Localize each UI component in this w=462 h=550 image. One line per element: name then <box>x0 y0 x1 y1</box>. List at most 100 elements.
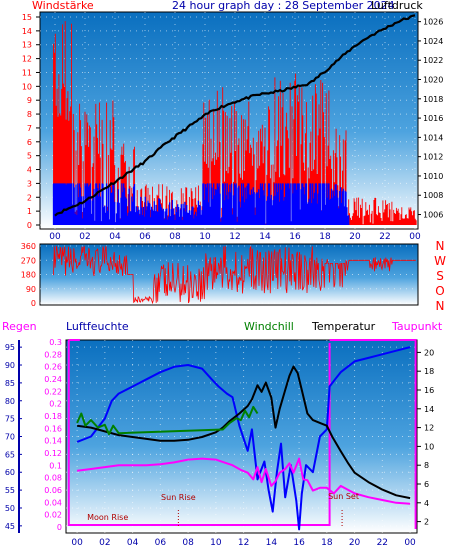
pressure-y-axis: 1006 1008 1010 1012 1014 1016 1018 1020 1022 1024… <box>418 18 443 220</box>
rain-tick-label: 0.12 <box>44 449 62 458</box>
pressure-tick-label: 1022 <box>423 56 443 65</box>
wind-tick-label: 2 <box>27 193 32 202</box>
direction-tick-label: 360 <box>21 242 36 251</box>
hour-tick-label: 08 <box>169 232 181 242</box>
wind-tick-label: 3 <box>27 179 32 188</box>
humidity-tick-label: 45 <box>5 522 15 531</box>
temperature-tick-label: 20 <box>424 348 434 357</box>
hour-tick-label: 04 <box>127 538 139 548</box>
humidity-tick-label: 70 <box>5 433 15 442</box>
hour-tick-label: 04 <box>109 232 121 242</box>
moonrise-label: Moon Rise <box>87 513 128 522</box>
hour-tick-label: 06 <box>139 232 151 242</box>
humidity-plot-area <box>65 339 418 534</box>
compass-label: N <box>436 299 445 313</box>
pressure-tick-label: 1010 <box>423 172 443 181</box>
hour-tick-label: 14 <box>266 538 278 548</box>
temperature-tick-label: 4 <box>424 499 429 508</box>
wind-tick-label: 8 <box>27 110 32 119</box>
pressure-tick-label: 1012 <box>423 153 443 162</box>
hour-tick-label: 14 <box>259 232 271 242</box>
sunset-label: Sun Set <box>328 492 359 501</box>
wind-speed-bars <box>52 21 417 225</box>
humidity-axis-label: Luftfeuchte <box>66 320 129 333</box>
sunrise-label: Sun Rise <box>161 493 196 502</box>
pressure-tick-label: 1026 <box>423 18 443 27</box>
rain-tick-label: 0.04 <box>44 498 62 507</box>
dewpoint-legend: Taupunkt <box>391 320 443 333</box>
pressure-tick-label: 1006 <box>423 211 443 220</box>
temperature-tick-label: 6 <box>424 480 429 489</box>
rain-tick-label: 0.26 <box>44 363 62 372</box>
wind-tick-label: 14 <box>22 27 32 36</box>
hour-tick-label: 06 <box>155 538 167 548</box>
temperature-series <box>76 365 411 500</box>
direction-plot-area <box>39 243 419 306</box>
compass-label: W <box>434 254 446 268</box>
wind-tick-label: 9 <box>27 96 32 105</box>
hour-tick-label: 00 <box>71 538 83 548</box>
direction-tick-label: 90 <box>26 285 36 294</box>
night-bracket <box>329 339 417 529</box>
rain-tick-label: 0.1 <box>49 461 62 470</box>
temperature-tick-label: 10 <box>424 442 434 451</box>
wind-axis-label: Windstärke <box>32 0 94 12</box>
temperature-y-axis: 2 4 6 8 10 12 14 16 18 20 <box>417 348 434 527</box>
temperature-tick-label: 18 <box>424 367 434 376</box>
rain-axis-label: Regen <box>2 320 37 333</box>
hour-tick-label: 20 <box>349 232 361 242</box>
hour-tick-label: 12 <box>238 538 249 548</box>
humidity-series <box>76 346 411 531</box>
compass-label: N <box>436 239 445 253</box>
hour-tick-label: 02 <box>79 232 90 242</box>
humidity-tick-label: 80 <box>5 397 15 406</box>
rain-tick-label: 0.02 <box>44 511 62 520</box>
hour-tick-label: 20 <box>349 538 361 548</box>
pressure-tick-label: 1020 <box>423 76 443 85</box>
hour-tick-label: 22 <box>377 538 388 548</box>
humidity-tick-label: 95 <box>5 343 15 352</box>
humidity-temperature-lines <box>67 339 417 531</box>
hour-tick-label: 10 <box>210 538 222 548</box>
rain-tick-label: 0.16 <box>44 424 62 433</box>
temperature-tick-label: 16 <box>424 386 434 395</box>
hour-tick-label: 22 <box>379 232 390 242</box>
wind-tick-label: 1 <box>27 207 32 216</box>
humidity-tick-label: 55 <box>5 486 15 495</box>
pressure-tick-label: 1016 <box>423 114 443 123</box>
wind-tick-label: 5 <box>27 152 32 161</box>
temperature-tick-label: 12 <box>424 424 434 433</box>
hour-tick-label: 00 <box>409 232 421 242</box>
direction-tick-label: 0 <box>31 299 36 308</box>
rain-tick-label: 0.06 <box>44 486 62 495</box>
hour-tick-label: 18 <box>319 232 331 242</box>
pressure-tick-label: 1018 <box>423 95 443 104</box>
hour-tick-label: 16 <box>289 232 301 242</box>
windchill-legend: Windchill <box>244 320 294 333</box>
hour-tick-label: 00 <box>49 232 61 242</box>
humidity-tick-label: 85 <box>5 379 15 388</box>
wind-tick-label: 0 <box>27 221 32 230</box>
hour-tick-label: 12 <box>229 232 240 242</box>
wind-tick-label: 15 <box>22 13 32 22</box>
pressure-tick-label: 1008 <box>423 191 443 200</box>
temperature-legend: Temperatur <box>311 320 376 333</box>
temperature-tick-label: 2 <box>424 518 429 527</box>
wind-tick-label: 10 <box>22 82 32 91</box>
rain-tick-label: 0.28 <box>44 350 62 359</box>
humidity-temperature-panel: Regen Luftfeuchte Windchill Temperatur T… <box>2 320 443 548</box>
direction-tick-label: 180 <box>21 271 36 280</box>
pressure-axis-label: Luftdruck <box>371 0 423 12</box>
wind-tick-label: 7 <box>27 124 32 133</box>
humidity-tick-label: 75 <box>5 415 15 424</box>
dewpoint-series <box>76 457 411 505</box>
wind-tick-label: 6 <box>27 138 32 147</box>
pressure-line <box>54 14 416 217</box>
moon-visible-bracket <box>67 339 331 526</box>
rain-tick-label: 0.22 <box>44 387 62 396</box>
hour-tick-label: 00 <box>404 538 416 548</box>
astronomy-events: Moon Rise Sun Rise Sun Set <box>87 492 359 528</box>
windchill-series <box>76 405 259 436</box>
